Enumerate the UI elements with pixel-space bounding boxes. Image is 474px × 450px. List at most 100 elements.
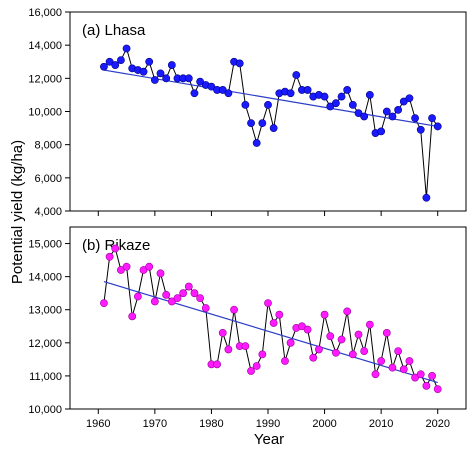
data-point-rikaze bbox=[105, 252, 114, 261]
data-point-rikaze bbox=[405, 357, 414, 365]
data-point-rikaze bbox=[179, 289, 188, 298]
data-point-lhasa bbox=[258, 119, 267, 128]
data-point-rikaze bbox=[122, 262, 131, 271]
data-point-rikaze bbox=[213, 360, 221, 369]
data-point-rikaze bbox=[394, 347, 403, 355]
data-point-lhasa bbox=[122, 44, 131, 53]
data-point-lhasa bbox=[337, 92, 346, 101]
data-point-lhasa bbox=[433, 122, 442, 131]
y-tick-label-lhasa: 8,000 bbox=[34, 140, 62, 152]
data-point-rikaze bbox=[201, 304, 210, 312]
data-point-lhasa bbox=[224, 89, 233, 98]
x-tick-label-rikaze: 2000 bbox=[312, 418, 336, 430]
data-point-rikaze bbox=[399, 365, 408, 374]
data-point-rikaze bbox=[190, 289, 199, 298]
data-point-rikaze bbox=[377, 357, 386, 365]
data-point-lhasa bbox=[156, 69, 165, 78]
x-tick-label-rikaze: 1970 bbox=[143, 418, 167, 430]
y-tick-label-rikaze: 10,000 bbox=[28, 404, 62, 416]
y-tick-label-lhasa: 14,000 bbox=[28, 40, 62, 52]
data-point-rikaze bbox=[371, 370, 380, 379]
data-point-rikaze bbox=[111, 244, 120, 253]
y-tick-label-rikaze: 11,000 bbox=[29, 371, 62, 383]
series-line-lhasa bbox=[103, 47, 439, 198]
y-tick-label-lhasa: 4,000 bbox=[34, 206, 62, 218]
y-tick-label-lhasa: 12,000 bbox=[28, 73, 62, 85]
y-tick-label-rikaze: 13,000 bbox=[28, 305, 62, 317]
data-point-lhasa bbox=[150, 76, 159, 84]
data-point-rikaze bbox=[100, 299, 108, 308]
data-point-lhasa bbox=[111, 61, 120, 69]
data-point-rikaze bbox=[320, 310, 329, 319]
panel-rikaze: 10,000 11,000 12,000 13,000 14,000 15,000 1960… bbox=[28, 226, 467, 430]
data-point-lhasa bbox=[377, 127, 386, 136]
data-point-lhasa bbox=[264, 100, 272, 109]
data-point-lhasa bbox=[247, 119, 255, 128]
data-point-rikaze bbox=[388, 363, 397, 372]
data-point-rikaze bbox=[428, 372, 436, 380]
x-tick-label-rikaze: 1960 bbox=[86, 418, 110, 430]
data-point-rikaze bbox=[230, 305, 238, 314]
data-point-lhasa bbox=[303, 86, 312, 94]
data-point-lhasa bbox=[382, 107, 391, 116]
data-point-lhasa bbox=[269, 124, 278, 132]
data-point-lhasa bbox=[286, 89, 295, 98]
panel-title-lhasa: (a) Lhasa bbox=[82, 22, 146, 39]
trend-line-lhasa bbox=[103, 69, 438, 128]
data-point-rikaze bbox=[247, 367, 255, 375]
data-point-rikaze bbox=[145, 262, 154, 271]
series-line-rikaze bbox=[103, 247, 439, 390]
data-point-rikaze bbox=[348, 350, 357, 359]
data-point-lhasa bbox=[411, 114, 419, 123]
panel-lhasa: 4,000 6,000 8,000 10,000 12,000 14,000 16,000 (… bbox=[28, 7, 467, 218]
x-tick-label-rikaze: 2020 bbox=[425, 418, 449, 430]
data-point-rikaze bbox=[365, 320, 374, 329]
data-point-lhasa bbox=[422, 193, 431, 202]
data-point-rikaze bbox=[258, 350, 267, 359]
data-point-rikaze bbox=[331, 348, 340, 357]
y-tick-label-lhasa: 16,000 bbox=[28, 7, 62, 19]
y-tick-label-lhasa: 10,000 bbox=[28, 107, 62, 119]
y-tick-label-rikaze: 14,000 bbox=[28, 272, 62, 284]
data-point-rikaze bbox=[315, 345, 323, 354]
trend-line-rikaze bbox=[103, 281, 438, 384]
data-point-rikaze bbox=[337, 335, 346, 344]
data-point-rikaze bbox=[133, 292, 142, 301]
data-point-lhasa bbox=[399, 97, 408, 106]
data-point-rikaze bbox=[275, 310, 284, 319]
data-point-lhasa bbox=[139, 67, 148, 76]
data-point-lhasa bbox=[348, 100, 357, 109]
data-point-lhasa bbox=[365, 91, 374, 99]
data-point-lhasa bbox=[207, 82, 216, 91]
y-tick-label-lhasa: 6,000 bbox=[34, 173, 62, 185]
plot-frame-lhasa bbox=[69, 11, 467, 212]
data-point-lhasa bbox=[360, 112, 369, 121]
data-point-lhasa bbox=[190, 89, 199, 98]
data-point-rikaze bbox=[162, 290, 171, 299]
data-point-lhasa bbox=[331, 99, 340, 108]
y-tick-label-rikaze: 15,000 bbox=[28, 239, 62, 251]
y-axis-label: Potential yield (kg/ha) bbox=[9, 140, 26, 284]
data-point-rikaze bbox=[224, 345, 233, 354]
x-tick-label-rikaze: 1980 bbox=[199, 418, 223, 430]
data-point-lhasa bbox=[354, 109, 363, 118]
data-point-lhasa bbox=[218, 86, 227, 94]
data-point-lhasa bbox=[292, 71, 301, 79]
data-point-rikaze bbox=[433, 385, 442, 394]
data-point-rikaze bbox=[360, 347, 369, 355]
data-point-rikaze bbox=[281, 357, 289, 365]
data-point-rikaze bbox=[218, 328, 227, 337]
x-tick-label-rikaze: 2010 bbox=[369, 418, 393, 430]
data-point-lhasa bbox=[320, 92, 329, 101]
data-point-lhasa bbox=[394, 105, 403, 114]
data-point-rikaze bbox=[156, 269, 165, 278]
data-point-rikaze bbox=[252, 362, 261, 370]
data-point-lhasa bbox=[388, 112, 397, 121]
x-axis-label: Year bbox=[254, 431, 284, 448]
data-point-rikaze bbox=[422, 381, 431, 390]
data-point-rikaze bbox=[128, 312, 137, 321]
data-point-rikaze bbox=[241, 342, 250, 351]
data-point-rikaze bbox=[286, 338, 295, 347]
data-point-lhasa bbox=[145, 57, 154, 66]
data-point-rikaze bbox=[416, 370, 425, 379]
